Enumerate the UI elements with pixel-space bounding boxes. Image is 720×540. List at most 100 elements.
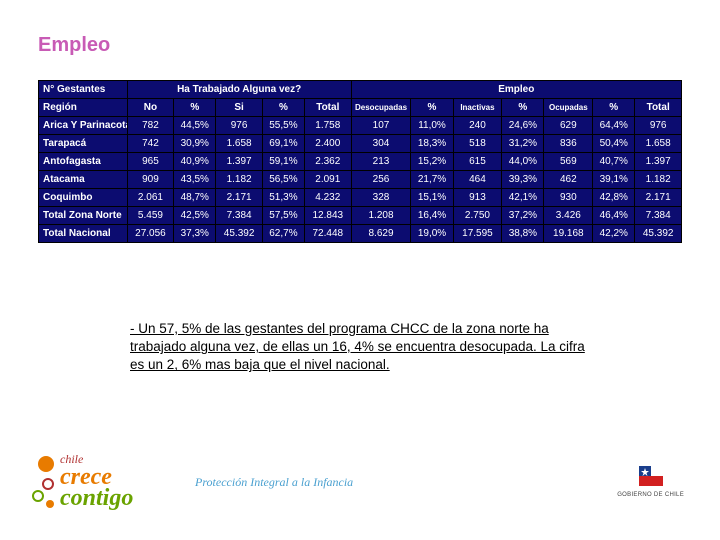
page-title: Empleo [38,34,110,57]
cell-total1: 12.843 [304,207,351,225]
cell-si: 1.658 [216,135,263,153]
cell-total2: 1.397 [635,153,682,171]
cell-ocup: 629 [544,117,593,135]
cell-desoc_pct: 15,2% [411,153,453,171]
cell-desoc_pct: 18,3% [411,135,453,153]
th-total1: Total [304,99,351,117]
cell-no_pct: 30,9% [174,135,216,153]
cell-desoc_pct: 16,4% [411,207,453,225]
table-row: Arica Y Parinacota78244,5%97655,5%1.7581… [39,117,682,135]
cell-no: 5.459 [127,207,174,225]
cell-total1: 72.448 [304,225,351,243]
cell-ocup: 569 [544,153,593,171]
cell-ocup_pct: 50,4% [593,135,635,153]
cell-si_pct: 59,1% [262,153,304,171]
cell-inact: 615 [453,153,502,171]
cell-si_pct: 55,5% [262,117,304,135]
table-row: Coquimbo2.06148,7%2.17151,3%4.23232815,1… [39,189,682,207]
cell-no: 2.061 [127,189,174,207]
cell-ocup: 462 [544,171,593,189]
gobierno-chile-logo: GOBIERNO DE CHILE [617,462,684,498]
cell-total2: 1.658 [635,135,682,153]
cell-no_pct: 44,5% [174,117,216,135]
cell-region: Tarapacá [39,135,128,153]
gov-label: GOBIERNO DE CHILE [617,492,684,498]
cell-inact_pct: 44,0% [502,153,544,171]
empleo-table: N° Gestantes Ha Trabajado Alguna vez? Em… [38,80,682,243]
cell-region: Total Zona Norte [39,207,128,225]
th-ocup: Ocupadas [544,99,593,117]
cell-inact_pct: 31,2% [502,135,544,153]
cell-region: Total Nacional [39,225,128,243]
cell-desoc: 8.629 [351,225,411,243]
cell-no_pct: 42,5% [174,207,216,225]
th-ocup-pct: % [593,99,635,117]
cell-desoc: 256 [351,171,411,189]
th-inact: Inactivas [453,99,502,117]
th-si: Si [216,99,263,117]
cell-region: Antofagasta [39,153,128,171]
cell-si_pct: 56,5% [262,171,304,189]
cell-ocup: 836 [544,135,593,153]
cell-ocup_pct: 46,4% [593,207,635,225]
cell-region: Arica Y Parinacota [39,117,128,135]
cell-ocup: 19.168 [544,225,593,243]
cell-inact_pct: 42,1% [502,189,544,207]
th-region: Región [39,99,128,117]
table-row: Total Zona Norte5.45942,5%7.38457,5%12.8… [39,207,682,225]
table-row: Atacama90943,5%1.18256,5%2.09125621,7%46… [39,171,682,189]
cell-total2: 7.384 [635,207,682,225]
cell-no: 742 [127,135,174,153]
cell-inact: 2.750 [453,207,502,225]
cell-si: 45.392 [216,225,263,243]
cell-total1: 4.232 [304,189,351,207]
cell-ocup_pct: 42,8% [593,189,635,207]
cell-total2: 2.171 [635,189,682,207]
cell-no_pct: 48,7% [174,189,216,207]
cell-inact_pct: 38,8% [502,225,544,243]
cell-inact_pct: 39,3% [502,171,544,189]
cell-ocup_pct: 42,2% [593,225,635,243]
cell-ocup_pct: 39,1% [593,171,635,189]
cell-inact: 464 [453,171,502,189]
cell-inact_pct: 24,6% [502,117,544,135]
cell-si: 1.182 [216,171,263,189]
cell-no: 782 [127,117,174,135]
th-no: No [127,99,174,117]
cell-total2: 976 [635,117,682,135]
cell-inact: 240 [453,117,502,135]
cell-desoc: 107 [351,117,411,135]
cell-desoc: 1.208 [351,207,411,225]
cell-si_pct: 57,5% [262,207,304,225]
table-row: Total Nacional27.05637,3%45.39262,7%72.4… [39,225,682,243]
table-row: Antofagasta96540,9%1.39759,1%2.36221315,… [39,153,682,171]
cell-no: 965 [127,153,174,171]
th-empleo: Empleo [351,81,681,99]
table-row: Tarapacá74230,9%1.65869,1%2.40030418,3%5… [39,135,682,153]
cell-total1: 2.091 [304,171,351,189]
cell-si_pct: 62,7% [262,225,304,243]
cell-desoc_pct: 21,7% [411,171,453,189]
cell-inact_pct: 37,2% [502,207,544,225]
cell-region: Atacama [39,171,128,189]
th-inact-pct: % [502,99,544,117]
cell-desoc_pct: 11,0% [411,117,453,135]
th-si-pct: % [262,99,304,117]
cell-si: 976 [216,117,263,135]
cell-total2: 1.182 [635,171,682,189]
cell-si: 7.384 [216,207,263,225]
cell-total1: 2.400 [304,135,351,153]
cell-desoc: 328 [351,189,411,207]
cell-si_pct: 69,1% [262,135,304,153]
bullet-text: - Un 57, 5% de las gestantes del program… [130,320,600,375]
cell-no_pct: 37,3% [174,225,216,243]
cell-si: 1.397 [216,153,263,171]
cell-desoc_pct: 15,1% [411,189,453,207]
cell-inact: 518 [453,135,502,153]
th-desoc-pct: % [411,99,453,117]
cell-total2: 45.392 [635,225,682,243]
cell-inact: 913 [453,189,502,207]
th-no-pct: % [174,99,216,117]
cell-ocup: 3.426 [544,207,593,225]
th-desoc: Desocupadas [351,99,411,117]
